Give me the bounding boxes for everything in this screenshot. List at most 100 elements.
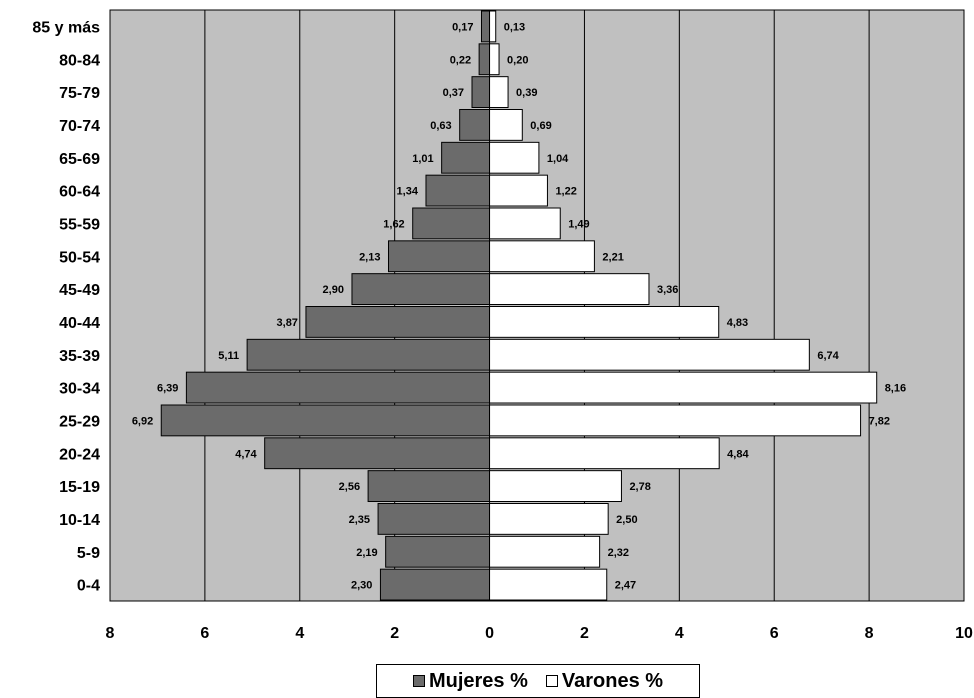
value-label-varones: 0,69 [530,120,551,132]
y-tick-label: 25-29 [59,413,100,430]
x-tick-label: 2 [390,625,399,642]
y-tick-label: 70-74 [59,118,100,135]
bar-varones [489,371,878,404]
value-label-mujeres: 1,01 [412,153,433,165]
value-label-varones: 0,13 [504,21,525,33]
value-label-mujeres: 2,90 [323,284,344,296]
x-axis-labels: 8 6 4 2 0 2 4 6 8 10 [106,625,973,642]
bar-varones [489,109,523,141]
value-label-varones: 1,04 [547,153,569,165]
bar-mujeres [478,43,491,76]
value-label-mujeres: 6,92 [132,415,153,427]
y-tick-label: 10-14 [59,512,100,529]
x-tick-label: 8 [106,625,115,642]
bar-mujeres [377,503,491,535]
value-label-mujeres: 1,34 [397,186,419,198]
y-tick-label: 60-64 [59,184,100,201]
value-label-varones: 2,47 [615,580,636,592]
y-tick-label: 80-84 [59,52,100,69]
legend-label-mujeres: Mujeres % [428,669,528,692]
bar-mujeres [441,141,491,174]
value-label-varones: 1,49 [568,218,589,230]
bar-varones [489,503,609,535]
value-labels: 0,17 0,13 0,22 0,20 0,37 0,39 0,63 0,69 1,01 1,04… [132,21,906,591]
x-tick-label: 4 [675,625,684,642]
y-tick-label: 55-59 [59,216,100,233]
bar-mujeres [185,371,491,404]
value-label-varones: 0,20 [507,54,528,66]
bar-varones [489,470,622,502]
bar-mujeres [246,338,491,371]
value-label-mujeres: 0,37 [443,87,464,99]
x-tick-label: 4 [295,625,304,642]
x-tick-label: 0 [485,625,494,642]
y-tick-label: 0-4 [77,578,100,595]
value-label-mujeres: 0,22 [450,54,471,66]
gridlines [204,10,870,601]
value-label-mujeres: 2,56 [339,481,360,493]
bar-varones [489,404,862,437]
value-label-varones: 2,21 [602,251,623,263]
value-label-varones: 2,78 [629,481,650,493]
bar-varones [489,240,595,273]
y-tick-label: 65-69 [59,151,100,168]
legend-swatch-varones [545,675,558,687]
bar-varones [489,568,608,601]
value-label-varones: 4,83 [727,317,748,329]
legend-item-varones: Varones % [545,669,664,693]
legend-label-varones: Varones % [561,669,664,692]
value-label-mujeres: 2,19 [356,547,377,559]
x-tick-label: 8 [865,625,874,642]
bar-varones [489,10,497,43]
bar-varones [489,174,548,207]
value-label-varones: 4,84 [727,448,749,460]
bar-mujeres [387,240,491,273]
x-tick-label: 6 [770,625,779,642]
value-label-varones: 3,36 [657,284,678,296]
y-tick-label: 15-19 [59,479,100,496]
value-label-varones: 2,32 [608,547,629,559]
x-tick-label: 10 [955,625,973,642]
y-tick-label: 85 y más [32,19,100,36]
bar-varones [489,43,500,76]
x-tick-label: 6 [200,625,209,642]
legend: Mujeres % Varones % [376,664,700,698]
x-tick-label: 2 [580,625,589,642]
value-label-mujeres: 2,35 [349,514,370,526]
value-label-mujeres: 3,87 [277,317,298,329]
bar-varones [489,273,650,305]
value-label-varones: 0,39 [516,87,537,99]
value-label-varones: 2,50 [616,514,637,526]
bar-mujeres [412,207,491,240]
bar-varones [489,207,561,240]
y-axis-labels: 85 y más 80-84 75-79 70-74 65-69 60-64 55-59 50… [32,19,100,594]
y-tick-label: 20-24 [59,446,100,463]
bar-mujeres [471,76,491,108]
value-label-mujeres: 6,39 [157,383,178,395]
value-label-mujeres: 1,62 [383,218,404,230]
y-tick-label: 75-79 [59,85,100,102]
bar-mujeres [385,535,491,568]
plot-area [109,9,965,602]
y-tick-label: 50-54 [59,249,100,266]
legend-item-mujeres: Mujeres % [412,669,528,693]
bar-mujeres [160,404,491,437]
bar-mujeres [367,470,491,502]
bar-varones [489,141,540,174]
y-tick-label: 30-34 [59,381,100,398]
bar-varones [489,306,720,338]
y-tick-label: 40-44 [59,315,100,332]
value-label-mujeres: 0,17 [452,21,473,33]
bar-mujeres [480,10,491,43]
y-tick-label: 45-49 [59,282,100,299]
bars [160,10,878,601]
value-label-varones: 8,16 [885,383,906,395]
bar-mujeres [379,568,491,601]
y-tick-label: 5-9 [77,545,100,562]
bar-mujeres [351,273,491,305]
bar-mujeres [305,306,491,338]
legend-swatch-mujeres [412,675,425,687]
value-label-mujeres: 2,13 [359,251,380,263]
bar-mujeres [459,109,491,141]
